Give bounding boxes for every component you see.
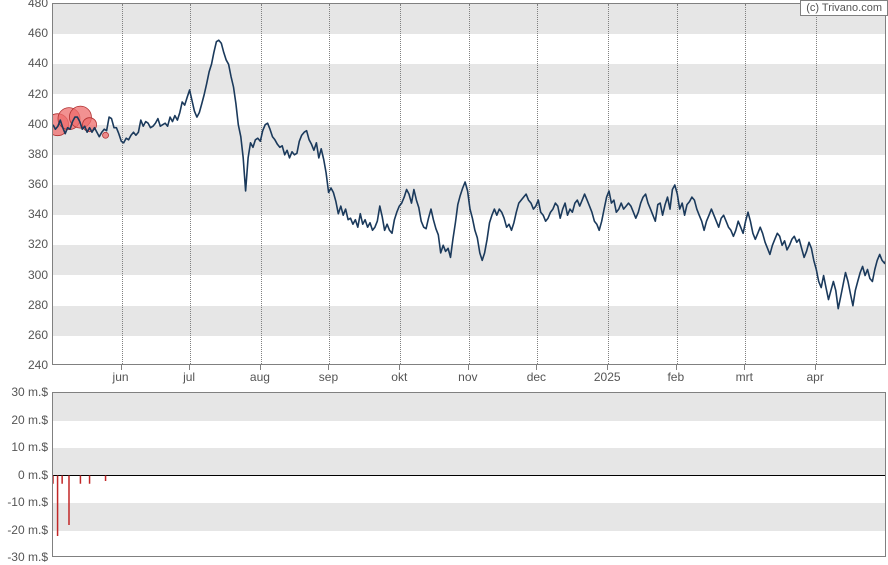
price-ytick: 360 xyxy=(0,177,52,191)
price-ytick: 380 xyxy=(0,147,52,161)
x-axis-label: apr xyxy=(806,370,823,384)
x-axis-label: 2025 xyxy=(594,370,621,384)
price-plot-area xyxy=(52,3,886,365)
volume-ytick: -20 m.$ xyxy=(0,523,52,537)
marker-bubble xyxy=(103,132,109,138)
volume-plot-area xyxy=(52,392,886,557)
volume-ytick: 10 m.$ xyxy=(0,440,52,454)
chart-container: (c) Trivano.com 240 260 280 300 320 340 360 380… xyxy=(0,0,888,565)
price-ytick: 440 xyxy=(0,56,52,70)
volume-bar xyxy=(89,476,91,484)
volume-ytick: 20 m.$ xyxy=(0,413,52,427)
price-ytick: 240 xyxy=(0,358,52,372)
x-axis-label: mrt xyxy=(736,370,753,384)
price-line xyxy=(53,40,886,309)
price-ytick: 460 xyxy=(0,26,52,40)
volume-ytick: -30 m.$ xyxy=(0,550,52,564)
price-ytick: 400 xyxy=(0,117,52,131)
x-axis-label: jul xyxy=(183,370,195,384)
copyright-label: (c) Trivano.com xyxy=(800,0,888,16)
price-ytick: 300 xyxy=(0,268,52,282)
x-axis-label: aug xyxy=(250,370,270,384)
price-svg-layer xyxy=(53,4,886,365)
x-axis-label: okt xyxy=(391,370,407,384)
volume-bar xyxy=(68,476,70,526)
price-ytick: 320 xyxy=(0,237,52,251)
volume-ytick: 0 m.$ xyxy=(0,468,52,482)
x-axis-label: nov xyxy=(458,370,477,384)
marker-bubble xyxy=(83,118,97,132)
price-ytick: 340 xyxy=(0,207,52,221)
volume-bar xyxy=(53,476,54,484)
price-ytick: 480 xyxy=(0,0,52,10)
volume-bar xyxy=(105,476,107,482)
x-axis-label: sep xyxy=(319,370,338,384)
price-ytick: 280 xyxy=(0,298,52,312)
volume-ytick: 30 m.$ xyxy=(0,385,52,399)
volume-bar xyxy=(80,476,82,484)
volume-bar xyxy=(57,476,59,537)
price-ytick: 260 xyxy=(0,328,52,342)
price-ytick: 420 xyxy=(0,87,52,101)
x-axis-label: jun xyxy=(113,370,129,384)
volume-svg-layer xyxy=(53,393,886,557)
x-axis-label: feb xyxy=(667,370,684,384)
volume-bar xyxy=(61,476,63,484)
x-axis-label: dec xyxy=(527,370,546,384)
volume-ytick: -10 m.$ xyxy=(0,495,52,509)
